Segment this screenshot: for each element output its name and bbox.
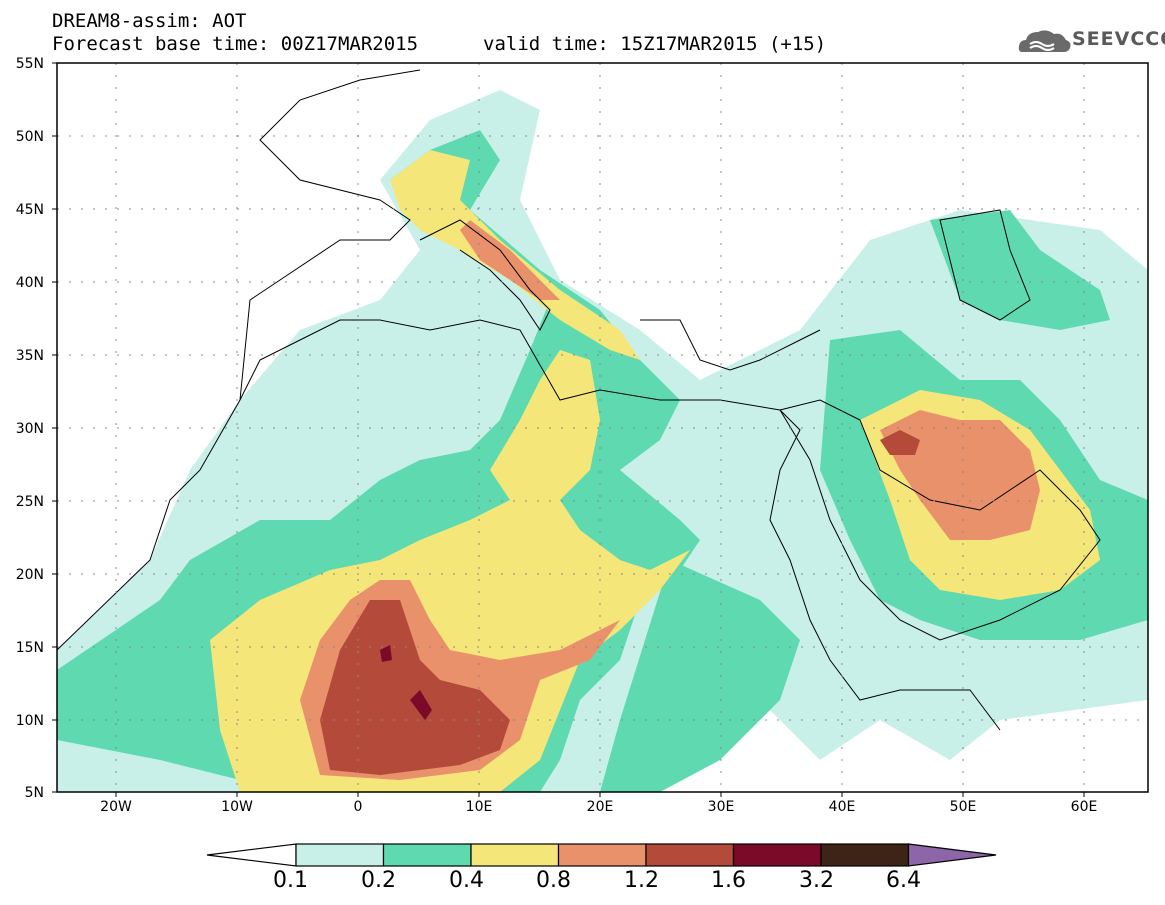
lon-label: 40E (829, 799, 856, 815)
lon-labels: 20W 10W 0 10E 20E 30E 40E 50E 60E (100, 799, 1097, 815)
lon-label: 60E (1071, 799, 1098, 815)
coastlines (57, 69, 1101, 731)
colorbar-segment (645, 843, 735, 867)
title-product: DREAM8-assim: AOT (52, 10, 247, 32)
colorbar-label: 0.8 (536, 868, 571, 893)
lat-label: 20N (16, 567, 44, 583)
colorbar-label: 3.2 (799, 868, 834, 893)
lat-label: 15N (16, 640, 44, 656)
cloud-logo-icon (1018, 30, 1071, 52)
gridlines (57, 63, 1148, 792)
title-valid-time: valid time: 15Z17MAR2015 (+15) (483, 33, 827, 55)
lat-label: 5N (25, 785, 44, 801)
colorbar-segment (820, 843, 910, 867)
colorbar-label: 0.2 (361, 868, 396, 893)
colorbar (206, 843, 997, 867)
aot-field (57, 90, 1148, 792)
colorbar-segment (557, 843, 647, 867)
lon-label: 10W (221, 799, 253, 815)
lon-label: 30E (708, 799, 735, 815)
tick-marks (52, 62, 1085, 797)
colorbar-label: 0.1 (273, 868, 308, 893)
lon-label: 50E (950, 799, 977, 815)
colorbar-label: 1.6 (711, 868, 746, 893)
lon-label: 0 (354, 799, 363, 815)
colorbar-label: 0.4 (449, 868, 484, 893)
lat-label: 40N (16, 275, 44, 291)
lat-labels: 55N 50N 45N 40N 35N 30N 25N 20N 15N 10N … (16, 56, 44, 801)
colorbar-segment (470, 843, 560, 867)
colorbar-high-arrow (907, 843, 997, 867)
lon-label: 10E (466, 799, 493, 815)
logo-text: SEEVCCC (1072, 28, 1165, 50)
colorbar-segment (382, 843, 472, 867)
colorbar-segment (295, 843, 385, 867)
colorbar-label: 1.2 (624, 868, 659, 893)
lon-label: 20E (587, 799, 614, 815)
lat-label: 55N (16, 56, 44, 72)
colorbar-low-arrow (206, 843, 297, 867)
lat-label: 35N (16, 348, 44, 364)
lat-label: 25N (16, 494, 44, 510)
colorbar-segment (732, 843, 822, 867)
lat-label: 10N (16, 713, 44, 729)
colorbar-label: 6.4 (886, 868, 921, 893)
title-base-time: Forecast base time: 00Z17MAR2015 (52, 33, 419, 55)
lat-label: 30N (16, 421, 44, 437)
lon-label: 20W (100, 799, 132, 815)
lat-label: 45N (16, 202, 44, 218)
lat-label: 50N (16, 129, 44, 145)
